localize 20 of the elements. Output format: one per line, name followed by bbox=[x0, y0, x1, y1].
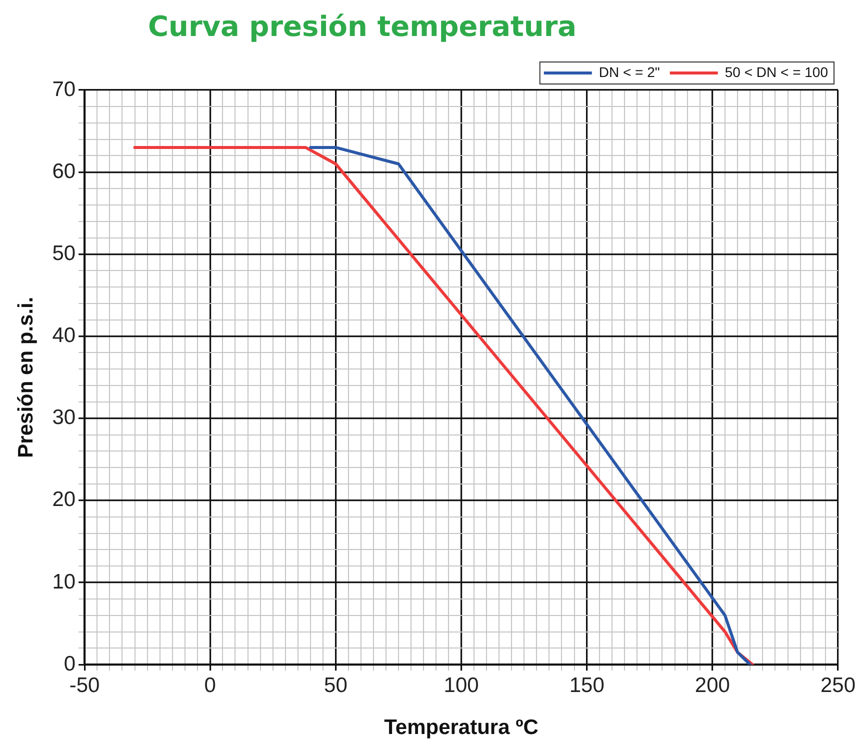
x-tick-label: 200 bbox=[694, 674, 730, 697]
y-tick-label: 60 bbox=[52, 160, 76, 183]
y-tick-label: 50 bbox=[52, 242, 76, 265]
y-tick-label: 30 bbox=[52, 406, 76, 430]
x-axis-title: Temperatura ºC bbox=[384, 716, 538, 740]
chart-title: Curva presión temperatura bbox=[148, 10, 577, 43]
y-tick-label: 40 bbox=[52, 324, 76, 348]
x-tick-label: 50 bbox=[324, 674, 348, 697]
x-tick-label: 250 bbox=[820, 674, 856, 697]
legend-label: 50 < DN < = 100 bbox=[724, 64, 828, 80]
x-tick-label: 0 bbox=[204, 674, 216, 697]
y-tick-label: 10 bbox=[52, 570, 76, 594]
y-tick-label: 0 bbox=[64, 652, 76, 676]
y-axis-title: Presión en p.s.i. bbox=[14, 296, 38, 458]
y-tick-label: 70 bbox=[52, 78, 76, 101]
x-tick-label: 100 bbox=[444, 674, 479, 697]
y-tick-label: 20 bbox=[52, 488, 76, 512]
x-tick-label: -50 bbox=[69, 674, 100, 697]
legend-label: DN < = 2" bbox=[598, 64, 660, 80]
x-tick-label: 150 bbox=[569, 674, 604, 697]
